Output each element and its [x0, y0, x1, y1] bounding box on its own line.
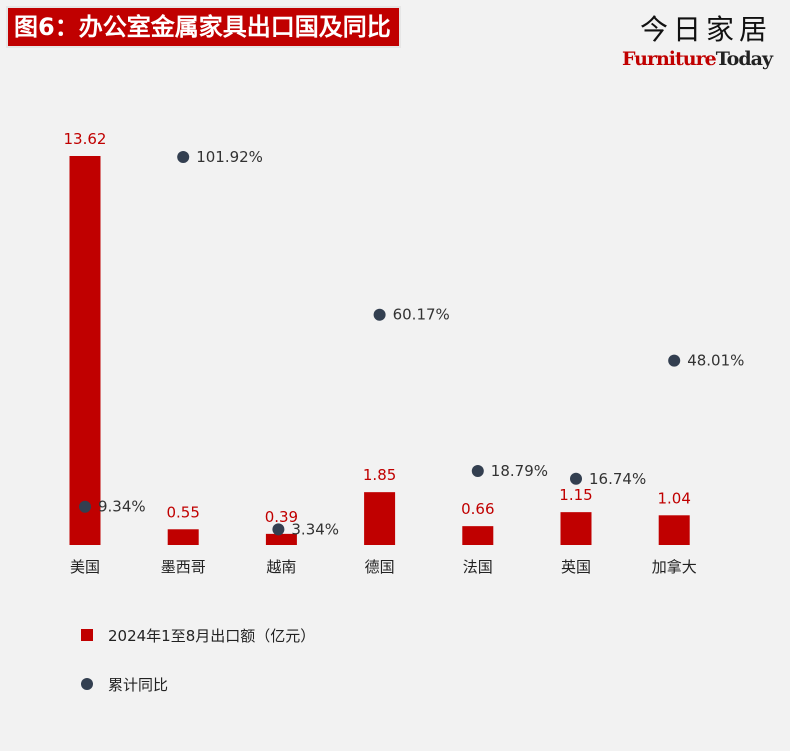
yoy-dot [471, 465, 484, 478]
legend-bar-swatch [81, 629, 93, 641]
brand-en-b: Today [715, 48, 773, 70]
yoy-value-label: 18.79% [491, 462, 548, 480]
yoy-value-label: 16.74% [589, 470, 646, 488]
yoy-dot [79, 500, 91, 513]
yoy-value-label: 3.34% [291, 520, 339, 538]
brand-en: FurnitureToday [622, 48, 773, 70]
category-label: 法国 [463, 558, 493, 576]
yoy-dot [373, 308, 386, 321]
yoy-dot [570, 472, 582, 485]
bar-value-label: 0.66 [461, 500, 494, 518]
bar [167, 529, 199, 545]
yoy-value-label: 9.34% [98, 498, 146, 516]
yoy-dot [668, 354, 681, 367]
yoy-dot [272, 523, 285, 536]
category-label: 越南 [266, 558, 296, 576]
category-label: 加拿大 [652, 558, 697, 576]
bar-value-label: 0.55 [166, 503, 199, 521]
yoy-value-label: 101.92% [196, 148, 263, 166]
bar-value-label: 1.04 [657, 489, 690, 507]
brand-en-a: Furniture [622, 48, 717, 70]
category-label: 墨西哥 [161, 558, 206, 576]
chart-title: 图6：办公室金属家具出口国及同比 [6, 6, 401, 48]
legend-dot-swatch [81, 678, 93, 690]
brand-cn: 今日家居 [639, 13, 772, 46]
category-label: 美国 [70, 558, 100, 576]
bar-value-label: 0.39 [265, 508, 298, 526]
brand-logo: 今日家居 FurnitureToday [622, 12, 773, 70]
bar [265, 533, 297, 545]
bar [69, 156, 101, 545]
category-label: 德国 [365, 558, 395, 576]
legend-bar-label: 2024年1至8月出口额（亿元） [108, 627, 315, 645]
yoy-dot [177, 151, 190, 163]
bar-value-label: 1.85 [363, 466, 396, 484]
yoy-value-label: 48.01% [687, 352, 744, 370]
yoy-value-label: 60.17% [393, 306, 450, 324]
legend-dot-label: 累计同比 [108, 676, 168, 694]
bar-value-label: 13.62 [64, 130, 107, 148]
category-label: 英国 [561, 558, 591, 576]
bar [462, 526, 494, 545]
bar [364, 492, 396, 545]
bar [560, 512, 592, 545]
bar [658, 515, 690, 545]
bar-value-label: 1.15 [559, 486, 592, 504]
